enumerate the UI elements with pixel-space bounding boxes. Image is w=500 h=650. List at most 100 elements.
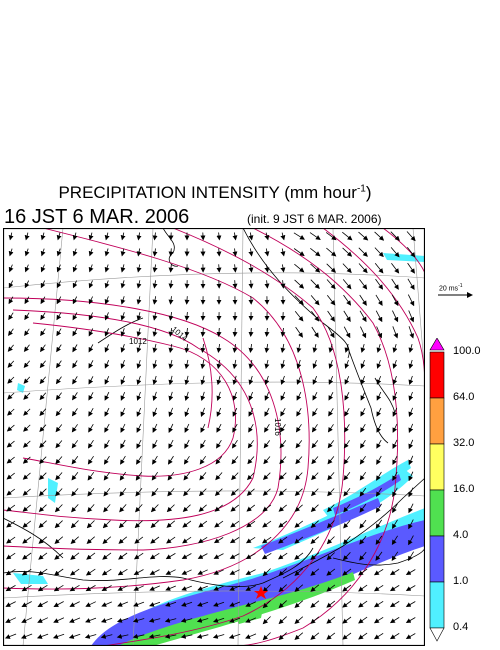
wind-vector [120,423,126,433]
wind-vector [280,359,286,369]
wind-vector [54,504,63,513]
wind-vector [311,424,318,433]
wind-vector [232,423,238,433]
wind-vector [326,552,335,561]
wind-vector [84,633,97,639]
wind-vector [262,568,271,577]
wind-vector [326,584,336,592]
wind-vector [310,295,320,306]
wind-vector [359,551,367,561]
wind-vector [389,569,400,576]
wind-vector [120,391,126,401]
wind-vector [119,471,127,481]
wind-vector [36,633,49,639]
wind-vector [231,439,238,449]
wind-vector [56,232,62,241]
wind-vector [167,488,175,497]
wind-vector [216,248,222,257]
wind-vector [149,569,160,575]
wind-vector [358,247,368,257]
wind-vector [168,375,174,386]
wind-vector [375,519,383,529]
wind-vector [168,359,174,369]
wind-vector [24,280,30,289]
wind-vector [213,585,224,591]
wind-vector [39,392,47,401]
wind-vector [8,312,14,321]
wind-vector [87,471,95,481]
wind-vector [183,472,191,481]
wind-vector [7,360,15,368]
wind-vector [136,312,142,321]
wind-vector [408,391,414,401]
wind-vector [296,359,302,369]
wind-vector [230,488,239,496]
wind-vector [264,407,270,417]
wind-vector [136,375,142,385]
wind-vector [101,601,112,607]
wind-vector [376,359,382,369]
wind-vector [38,504,47,512]
wind-vector [100,617,113,623]
wind-vector [88,344,94,353]
wind-vector [408,375,414,385]
wind-vector [198,520,208,528]
wind-vector [376,375,382,385]
wind-vector [70,536,79,544]
legend-label-100: 100.0 [453,345,481,357]
wind-vector [168,439,174,449]
wind-vector [229,553,240,559]
wind-vector [311,456,319,465]
wind-vector [197,569,208,575]
wind-vector [327,488,335,497]
wind-vector [405,633,416,640]
wind-vector [374,231,385,241]
wind-vector [359,455,366,465]
wind-vector [39,424,47,433]
wind-vector [184,327,190,337]
wind-vector [213,601,225,607]
wind-vector [104,376,110,385]
wind-vector [389,617,400,624]
wind-vector [310,279,320,290]
wind-vector [38,472,47,481]
wind-vector [70,520,79,529]
wind-vector [40,280,46,289]
wind-vector [72,232,78,241]
wind-vector [216,423,222,433]
wind-vector [184,423,190,433]
wind-vector [405,569,416,576]
wind-vector [166,536,176,544]
wind-vector [392,375,398,385]
wind-vector [197,585,208,591]
wind-vector [72,296,78,305]
wind-vector [136,328,142,337]
wind-vector [248,359,254,369]
wind-vector [343,294,352,306]
wind-vector [392,439,398,449]
legend-swatch-1-4 [429,535,445,583]
wind-vector [200,375,206,386]
wind-vector [85,568,96,576]
wind-vector [376,343,382,353]
wind-vector [168,296,174,305]
wind-vector [359,519,367,529]
wind-vector [184,296,190,305]
wind-vector [294,279,305,289]
wind-vector [279,440,287,449]
wind-vector [328,392,334,401]
wind-vector [88,248,94,257]
wind-vector [328,408,334,417]
wind-vector [392,423,398,433]
wind-vector [374,263,384,274]
wind-vector [104,423,110,433]
wind-vector [248,391,254,401]
wind-vector [408,471,414,482]
wind-vector [216,391,222,402]
wind-vector [310,584,320,592]
wind-vector [184,407,190,418]
wind-vector [342,231,353,241]
wind-vector [216,375,222,386]
legend-swatch-below-0.4 [429,627,445,642]
wind-vector [391,551,399,562]
